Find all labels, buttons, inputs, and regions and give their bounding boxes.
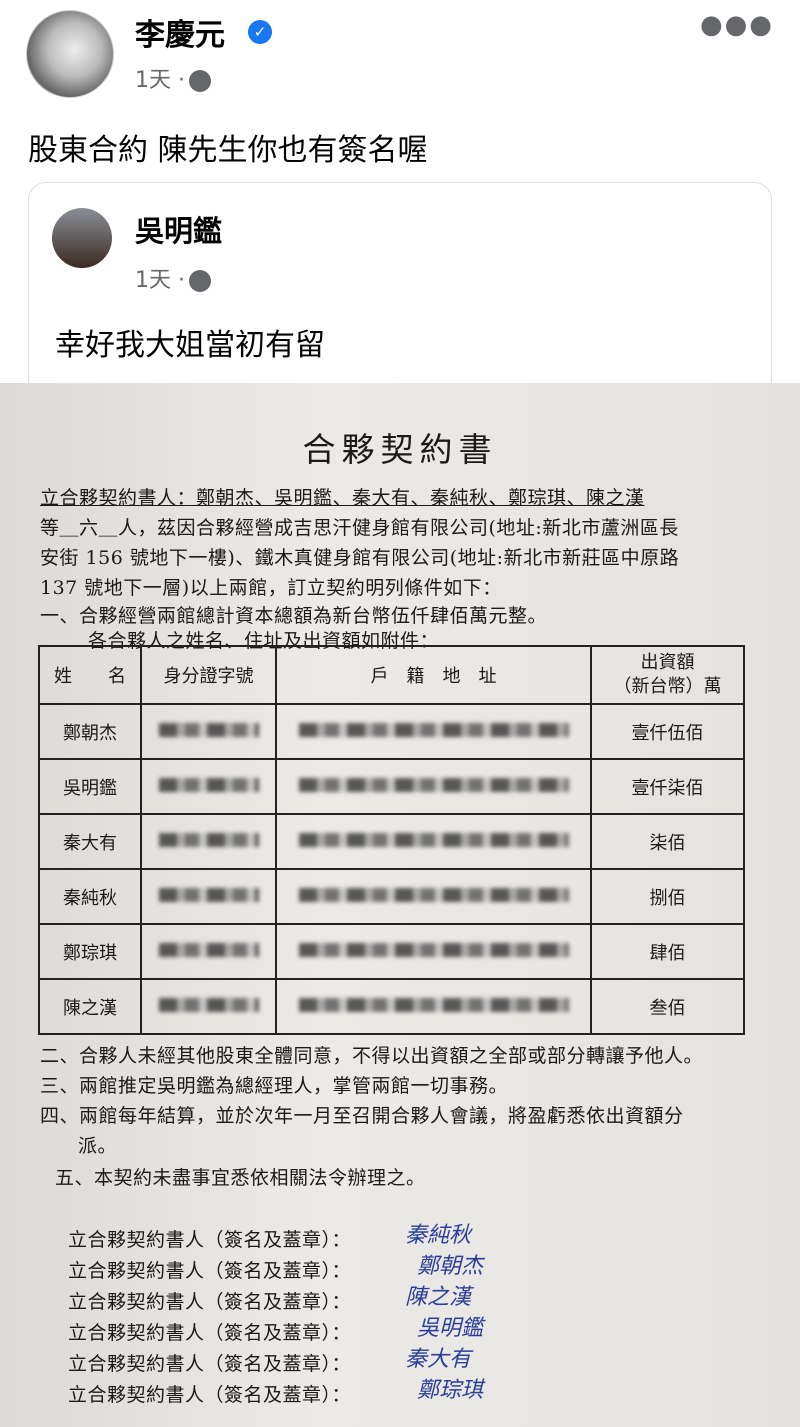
- handwritten-signature: 吳明鑑: [417, 1316, 484, 1341]
- header-address: 戶 籍 地 址: [275, 645, 592, 705]
- id-redacted: [140, 868, 277, 925]
- address-redacted: [275, 978, 592, 1035]
- table-row: 秦純秋 捌佰: [38, 868, 745, 925]
- clause: 五、本契約未盡事宜悉依相關法令辦理之。: [55, 1167, 426, 1189]
- address-redacted: [275, 758, 592, 815]
- signature-label: 立合夥契約書人（簽名及蓋章）：: [68, 1291, 352, 1313]
- partner-amount: 肆佰: [590, 923, 745, 980]
- clause: 四、兩館每年結算，並於次年一月至召開合夥人會議，將盈虧悉依出資額分: [40, 1105, 684, 1127]
- header-amount: 出資額 （新台幣）萬: [590, 645, 745, 705]
- contract-line: 立合夥契約書人：鄭朝杰、吳明鑑、秦大有、秦純秋、鄭琮琪、陳之漢: [40, 487, 645, 509]
- address-redacted: [275, 703, 592, 760]
- header-name: 姓 名: [38, 645, 142, 705]
- table-row: 秦大有 柒佰: [38, 813, 745, 870]
- handwritten-signature: 秦純秋: [405, 1223, 472, 1248]
- id-redacted: [140, 923, 277, 980]
- shared-meta: 1天 ·: [135, 262, 211, 294]
- handwritten-signature: 秦大有: [405, 1347, 472, 1372]
- post-text: 股東合約 陳先生你也有簽名喔: [28, 133, 428, 168]
- clause: 二、合夥人未經其他股東全體同意，不得以出資額之全部或部分轉讓予他人。: [40, 1045, 704, 1067]
- table-row: 鄭朝杰 壹仟伍佰: [38, 703, 745, 760]
- contract-line: 等＿六＿人，茲因合夥經營成吉思汗健身館有限公司(地址:新北市蘆洲區長: [40, 517, 679, 539]
- contract-line: 一、合夥經營兩館總計資本總額為新台幣伍仟肆佰萬元整。: [40, 605, 548, 627]
- shared-time[interactable]: 1天 ·: [135, 268, 185, 293]
- partner-name: 秦純秋: [38, 868, 142, 925]
- handwritten-signature: 陳之漢: [405, 1285, 472, 1310]
- post-meta: 1天 ·: [135, 62, 211, 94]
- id-redacted: [140, 703, 277, 760]
- partner-amount: 壹仟伍佰: [590, 703, 745, 760]
- header-id: 身分證字號: [140, 645, 277, 705]
- partner-amount: 柒佰: [590, 813, 745, 870]
- partner-name: 吳明鑑: [38, 758, 142, 815]
- address-redacted: [275, 868, 592, 925]
- signature-label: 立合夥契約書人（簽名及蓋章）：: [68, 1353, 352, 1375]
- partner-amount: 壹仟柒佰: [590, 758, 745, 815]
- globe-icon: [188, 270, 211, 292]
- shared-text: 幸好我大姐當初有留: [55, 328, 325, 363]
- id-redacted: [140, 813, 277, 870]
- partner-amount: 捌佰: [590, 868, 745, 925]
- signature-label: 立合夥契約書人（簽名及蓋章）：: [68, 1384, 352, 1406]
- globe-icon: [188, 70, 211, 92]
- signature-label: 立合夥契約書人（簽名及蓋章）：: [68, 1322, 352, 1344]
- partner-name: 陳之漢: [38, 978, 142, 1035]
- table-row: 吳明鑑 壹仟柒佰: [38, 758, 745, 815]
- signature-label: 立合夥契約書人（簽名及蓋章）：: [68, 1260, 352, 1282]
- table-row: 陳之漢 叁佰: [38, 978, 745, 1035]
- table-header: 姓 名 身分證字號 戶 籍 地 址 出資額 （新台幣）萬: [38, 645, 745, 705]
- address-redacted: [275, 923, 592, 980]
- handwritten-signature: 鄭朝杰: [417, 1254, 484, 1279]
- contract-photo[interactable]: 合夥契約書 立合夥契約書人：鄭朝杰、吳明鑑、秦大有、秦純秋、鄭琮琪、陳之漢 等＿…: [0, 383, 800, 1427]
- post-time[interactable]: 1天 ·: [135, 68, 185, 93]
- shared-author-avatar[interactable]: [52, 208, 112, 268]
- partner-amount: 叁佰: [590, 978, 745, 1035]
- id-redacted: [140, 758, 277, 815]
- partner-name: 鄭琮琪: [38, 923, 142, 980]
- clause: 三、兩館推定吳明鑑為總經理人，掌管兩館一切事務。: [40, 1075, 509, 1097]
- more-icon[interactable]: ●●●: [699, 10, 774, 40]
- partner-name: 秦大有: [38, 813, 142, 870]
- author-name[interactable]: 李慶元: [135, 18, 225, 53]
- clause: 派。: [78, 1135, 118, 1157]
- table-row: 鄭琮琪 肆佰: [38, 923, 745, 980]
- address-redacted: [275, 813, 592, 870]
- signature-label: 立合夥契約書人（簽名及蓋章）：: [68, 1229, 352, 1251]
- contract-line: 137 號地下一層)以上兩館，訂立契約明列條件如下：: [40, 577, 502, 599]
- id-redacted: [140, 978, 277, 1035]
- author-avatar[interactable]: [26, 10, 114, 98]
- partner-name: 鄭朝杰: [38, 703, 142, 760]
- partners-table: 姓 名 身分證字號 戶 籍 地 址 出資額 （新台幣）萬 鄭朝杰 壹仟伍佰 吳明鑑…: [38, 645, 745, 1035]
- shared-author-name[interactable]: 吳明鑑: [135, 214, 223, 248]
- handwritten-signature: 鄭琮琪: [417, 1378, 484, 1403]
- contract-title: 合夥契約書: [302, 430, 498, 469]
- contract-line: 安街 156 號地下一樓)、鐵木真健身館有限公司(地址:新北市新莊區中原路: [40, 547, 680, 569]
- verified-badge-icon: ✓: [248, 20, 272, 44]
